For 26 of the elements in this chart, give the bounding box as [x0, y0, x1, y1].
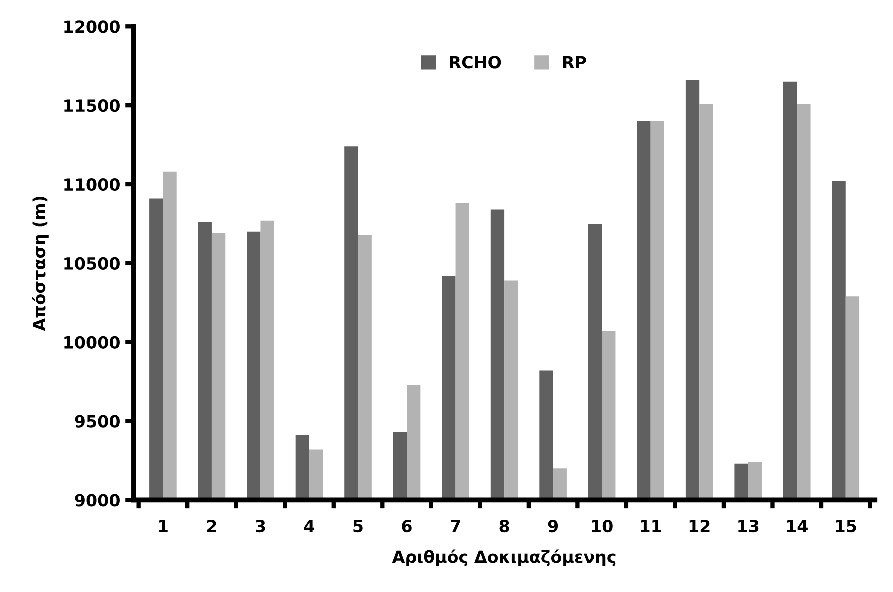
- x-tick-label: 2: [207, 520, 216, 532]
- x-tick-label: 6: [402, 520, 412, 533]
- y-tick-label: 10000: [64, 336, 120, 349]
- x-tick-label: 4: [304, 520, 315, 532]
- y-tick-label: 11000: [64, 178, 120, 192]
- y-axis-title: Απόσταση (m): [32, 196, 49, 332]
- x-tick-label: 12: [690, 520, 710, 532]
- x-tick-label: 13: [738, 520, 759, 533]
- y-tick-label: 11500: [64, 100, 120, 112]
- x-tick-label: 7: [451, 520, 460, 532]
- x-tick-label: 3: [256, 520, 266, 533]
- y-tick-label: 12000: [64, 20, 120, 34]
- x-tick-label: 8: [500, 520, 510, 533]
- x-tick-label: 1: [159, 520, 168, 532]
- legend-label: RP: [563, 56, 586, 69]
- y-tick-label: 10500: [64, 257, 120, 270]
- y-tick-label: 9000: [75, 494, 120, 507]
- x-tick-label: 15: [836, 520, 856, 533]
- x-tick-label: 10: [592, 520, 613, 533]
- y-tick-label: 9500: [75, 415, 120, 428]
- x-tick-label: 9: [548, 520, 558, 533]
- x-tick-label: 5: [354, 520, 363, 533]
- x-tick-label: 14: [787, 520, 808, 532]
- x-axis-title: Αριθμός Δοκιμαζόμενης: [392, 550, 616, 567]
- x-tick-label: 11: [641, 520, 662, 532]
- legend-label: RCHO: [450, 56, 502, 69]
